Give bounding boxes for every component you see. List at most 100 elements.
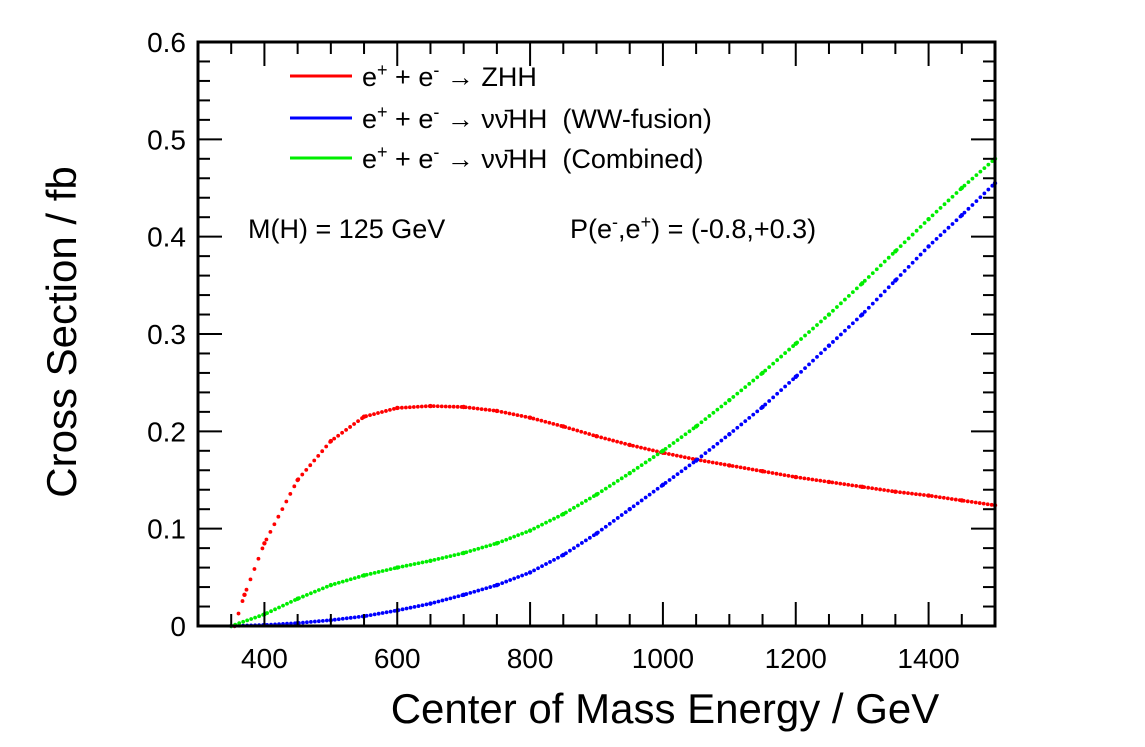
- curve-dot: [942, 202, 947, 207]
- curve-dot: [882, 289, 887, 294]
- curve-dot: [990, 183, 995, 188]
- curve-dot: [990, 159, 995, 164]
- curve-dot: [396, 565, 401, 570]
- legend-label-ww-fusion: e+ + e- → νν̄HH (WW-fusion): [362, 102, 712, 134]
- curve-dot: [862, 485, 867, 490]
- curve-dot: [599, 435, 604, 440]
- curve-dot: [934, 237, 939, 241]
- curve-dot: [380, 410, 384, 414]
- curve-dot: [427, 404, 432, 408]
- curve-dot: [572, 505, 576, 510]
- curve-dot: [926, 244, 931, 249]
- curve-dot: [336, 433, 341, 438]
- curve-dot: [663, 481, 668, 485]
- series-combined: [229, 156, 998, 629]
- curve-dot: [743, 385, 748, 390]
- curve-dot: [711, 444, 716, 449]
- curve-dot: [974, 199, 979, 204]
- curve-dot: [747, 416, 752, 420]
- curve-dot: [540, 564, 544, 569]
- curve-dot: [452, 553, 457, 558]
- curve-dot: [324, 444, 329, 449]
- curve-dot: [515, 413, 520, 418]
- series-ww-fusion: [229, 180, 998, 629]
- curve-dot: [368, 571, 373, 576]
- curve-dot: [906, 264, 911, 269]
- curve-dot: [823, 316, 827, 320]
- curve-dot: [623, 510, 628, 515]
- legend: e+ + e- → ZHH e+ + e- → νν̄HH (WW-fusion…: [290, 60, 712, 174]
- curve-dot: [663, 446, 668, 451]
- curve-dot: [631, 443, 635, 448]
- curve-dot: [902, 240, 907, 245]
- curve-dot: [926, 217, 931, 222]
- curve-dot: [455, 404, 460, 409]
- curve-dot: [380, 611, 385, 615]
- curve-dot: [933, 494, 938, 499]
- curve-dot: [300, 472, 305, 477]
- curve-dot: [312, 458, 317, 463]
- curve-dot: [344, 427, 349, 432]
- curve-dot: [731, 395, 736, 399]
- curve-dot: [568, 548, 572, 553]
- curve-dot: [476, 588, 481, 593]
- curve-dot: [854, 484, 859, 488]
- curve-dot: [436, 599, 441, 604]
- curve-dot: [751, 412, 756, 417]
- curve-dot: [874, 486, 879, 491]
- curve-dot: [297, 596, 301, 601]
- curve-dot: [388, 567, 393, 572]
- curve-dot: [918, 492, 922, 497]
- curve-dot: [520, 573, 525, 578]
- curve-dot: [459, 405, 464, 409]
- curve-dot: [810, 477, 815, 482]
- curve-dot: [555, 422, 560, 427]
- curve-dot: [544, 520, 548, 525]
- curve-dot: [444, 555, 449, 559]
- curve-dot: [989, 502, 994, 507]
- legend-entry-ww-fusion: e+ + e- → νν̄HH (WW-fusion): [290, 102, 712, 134]
- curve-dot: [440, 556, 445, 560]
- curve-dot: [699, 454, 704, 459]
- curve-dot: [902, 269, 907, 273]
- curve-dot: [305, 593, 309, 597]
- curve-dot: [556, 514, 560, 519]
- curve-dot: [651, 489, 656, 494]
- curve-dot: [336, 580, 341, 585]
- curve-dot: [866, 485, 871, 490]
- curve-dot: [419, 404, 424, 409]
- curve-dot: [576, 503, 580, 508]
- curve-dot: [256, 556, 261, 561]
- curve-dot: [910, 232, 915, 237]
- curve-dot: [388, 408, 392, 412]
- curve-dot: [611, 481, 616, 486]
- curve-dot: [472, 547, 477, 552]
- curve-dot: [890, 251, 895, 256]
- curve-dot: [559, 424, 564, 428]
- curve-dot: [436, 557, 441, 561]
- curve-dot: [670, 452, 675, 457]
- curve-dot: [420, 603, 425, 608]
- curve-dot: [260, 546, 265, 551]
- curve-dot: [352, 615, 357, 620]
- curve-dot: [906, 236, 911, 241]
- curve-dot: [301, 620, 305, 625]
- curve-dot: [356, 419, 360, 424]
- curve-dot: [831, 340, 835, 344]
- curve-dot: [930, 213, 935, 218]
- curve-dot: [950, 222, 955, 226]
- curve-dot: [743, 419, 748, 424]
- curve-dot: [460, 551, 465, 556]
- curve-dot: [763, 402, 768, 407]
- curve-dot: [603, 486, 608, 491]
- curve-dot: [548, 518, 552, 523]
- curve-dot: [707, 414, 712, 418]
- curve-dot: [830, 480, 835, 485]
- curve-dot: [819, 319, 823, 324]
- curve-dot: [675, 472, 680, 477]
- curve-dot: [635, 444, 639, 449]
- curve-dot: [451, 404, 456, 409]
- curve-dot: [894, 489, 898, 494]
- legend-label-zhh: e+ + e- → ZHH: [362, 60, 537, 92]
- curve-dot: [966, 180, 971, 185]
